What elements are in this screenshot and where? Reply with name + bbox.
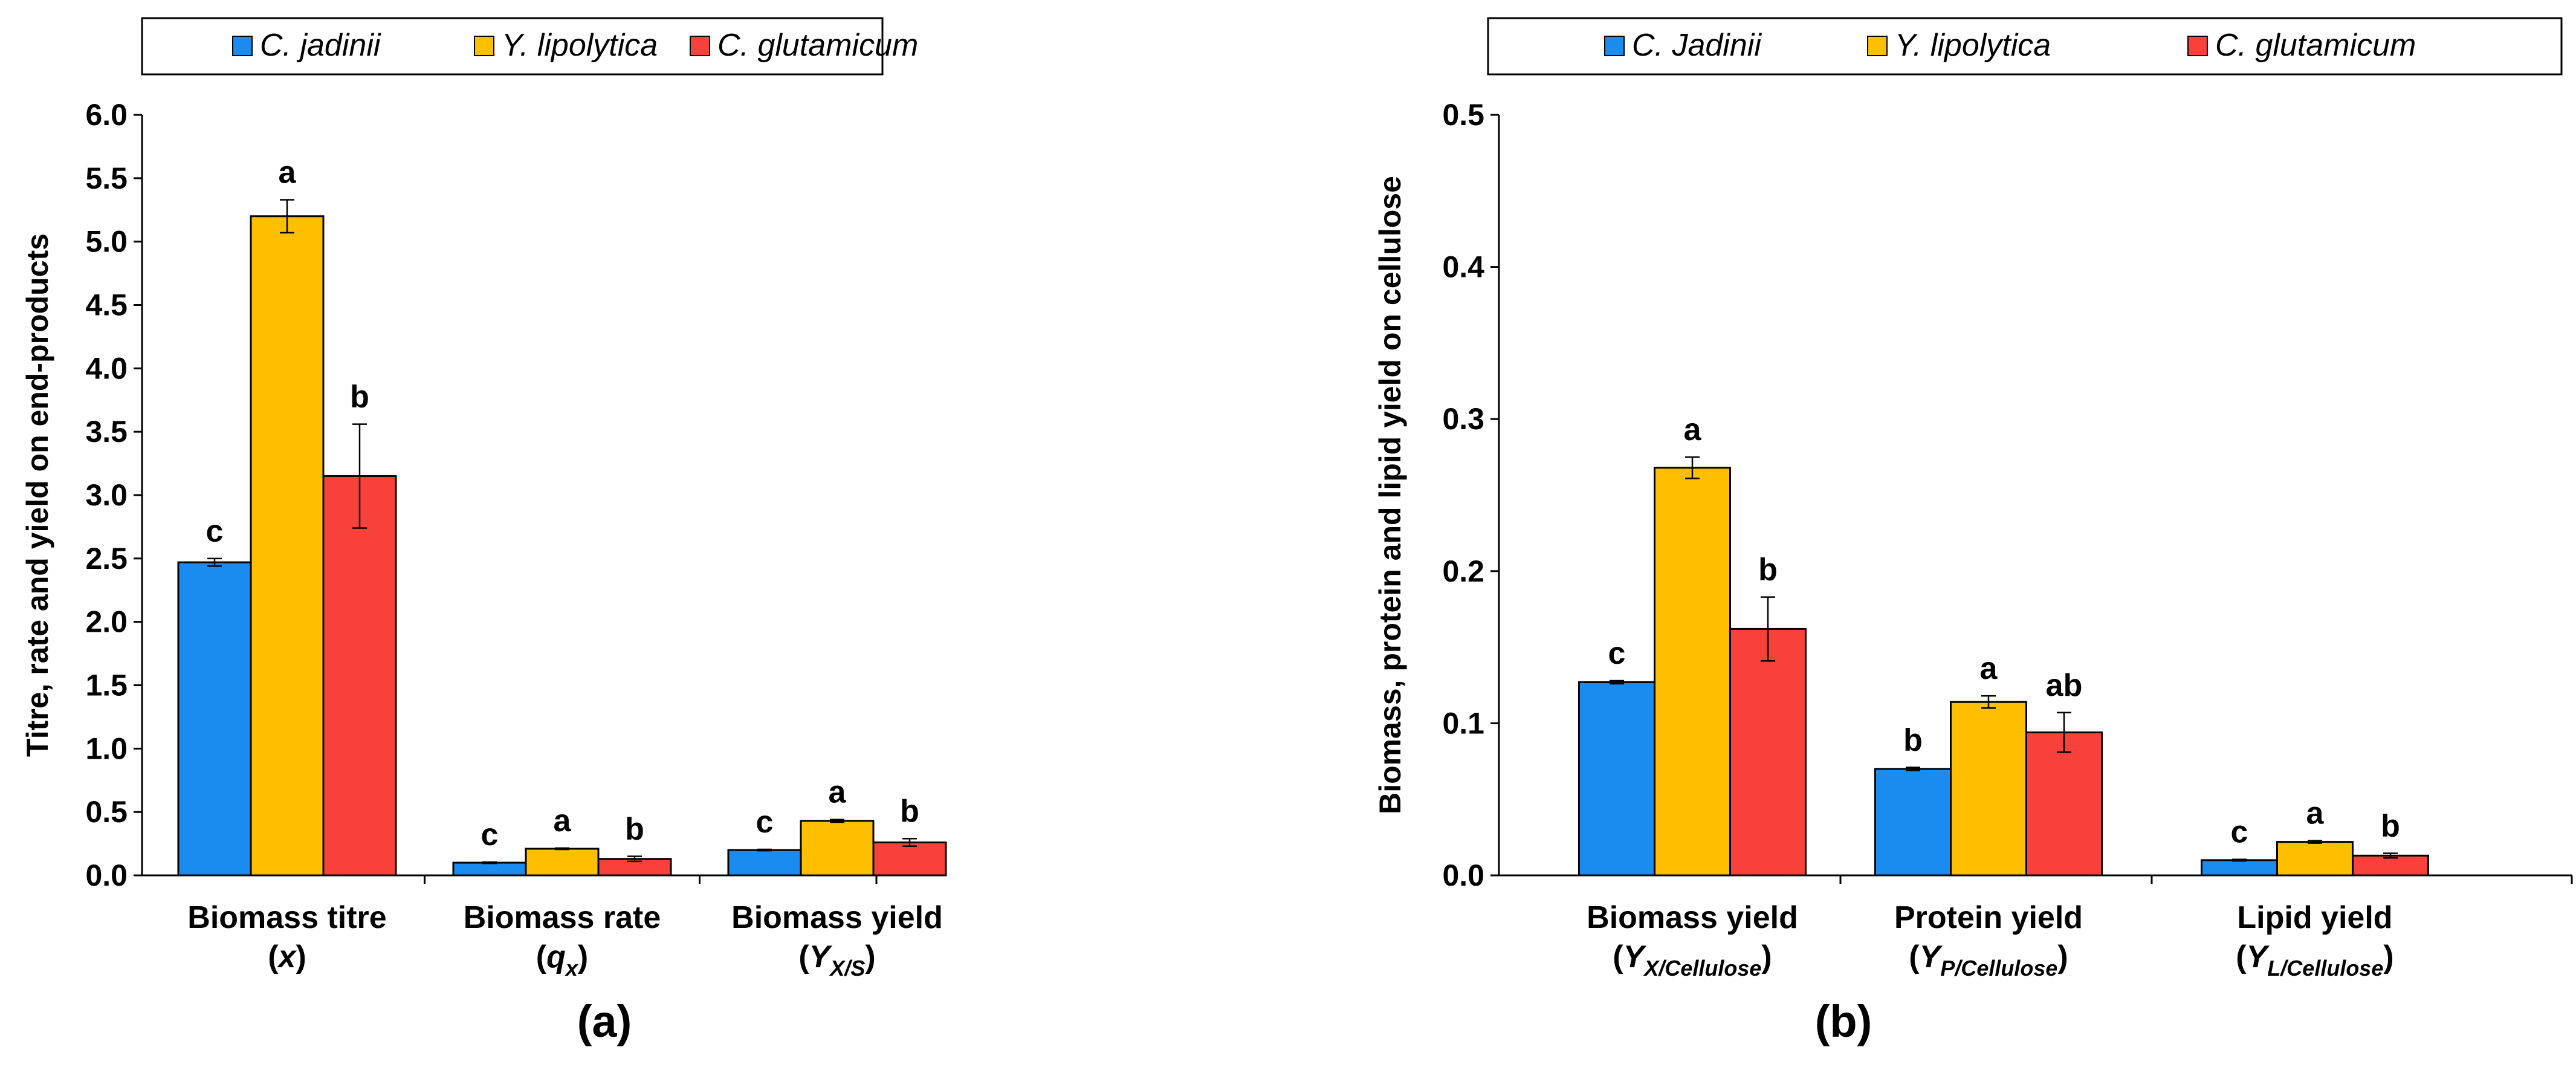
y-tick-label: 0.5 [1442,98,1484,132]
bar-c-glutamicum [2352,854,2429,877]
y-tick-label: 5.5 [85,161,128,195]
legend-label: C. Jadinii [1632,28,1762,63]
bar-y-lipolytica [250,215,325,877]
bar-c-jadinii [727,849,802,877]
significance-letter: a [554,803,572,838]
legend-swatch [232,36,253,56]
significance-letter: b [1903,722,1923,757]
legend-swatch [1604,36,1625,56]
bar-y-lipolytica [2276,841,2354,877]
bar-y-lipolytica [800,820,875,877]
legend-swatch [474,36,494,56]
legend-box [1487,17,2563,76]
category-label: Biomass rate [464,900,661,935]
legend-label: Y. lipolytica [502,28,658,63]
category-symbol: (YX/Cellulose) [1613,939,1772,981]
legend-label: C. glutamicum [2215,28,2416,63]
y-tick-label: 4.0 [85,351,128,385]
category-symbol: (qx) [536,939,588,981]
category-label: Biomass yield [731,900,943,935]
significance-letter: b [350,380,369,415]
significance-letter: a [1684,412,1702,447]
significance-letter: b [2381,809,2400,844]
significance-letter: c [1608,636,1626,671]
y-tick-label: 0.1 [1442,706,1484,740]
significance-letter: c [481,817,499,852]
panel-label: (b) [1815,996,1872,1046]
category-label: Biomass yield [1587,900,1798,935]
legend-label: C. glutamicum [717,28,918,63]
y-tick-label: 0.5 [85,795,128,829]
legend-swatch [2187,36,2208,56]
legend-label: Y. lipolytica [1895,28,2051,63]
category-label: Biomass titre [187,900,386,935]
y-tick-label: 2.5 [85,542,128,576]
legend-box [141,17,884,76]
bar-y-lipolytica [1950,701,2027,877]
y-tick-label: 4.5 [85,288,128,322]
bar-c-glutamicum [2025,731,2103,877]
significance-letter: ab [2046,668,2083,703]
category-symbol: (x) [268,939,306,975]
y-tick-label: 2.0 [85,605,128,639]
bar-c-glutamicum [872,841,947,877]
legend-swatch [1867,36,1888,56]
legend-swatch [690,36,710,56]
bar-c-jadinii [177,561,252,877]
y-tick-label: 1.0 [85,731,128,765]
y-tick-label: 5.0 [85,225,128,259]
significance-letter: a [2306,796,2325,831]
significance-letter: a [279,155,297,190]
legend-label: C. jadinii [260,28,381,63]
y-tick-label: 1.5 [85,669,128,702]
category-symbol: (YL/Cellulose) [2236,939,2393,981]
y-tick-label: 0.4 [1442,250,1484,284]
significance-letter: c [206,514,224,549]
panel-b-chart: C. Jadinii Y. lipolytica C. glutamicum 0.0 0… [1373,17,2573,1046]
y-axis-label: Titre, rate and yield on end-products [21,233,54,757]
bar-y-lipolytica [525,848,600,877]
significance-letter: a [1980,651,1998,686]
significance-letter: b [1758,553,1778,588]
significance-letter: a [829,775,847,810]
bar-c-glutamicum [1729,628,1807,877]
y-tick-label: 0.3 [1442,402,1484,436]
y-tick-label: 6.0 [85,98,128,132]
bar-c-jadinii [1578,681,1655,877]
category-label: Protein yield [1894,900,2083,935]
panel-label: (a) [577,996,632,1046]
y-axis-label: Biomass, protein and lipid yield on cell… [1373,176,1407,814]
category-symbol: (YP/Cellulose) [1909,939,2068,981]
significance-letter: c [756,805,774,840]
panel-a-chart: C. jadinii Y. lipolytica C. glutamicum 0.0 0… [21,17,947,1046]
y-tick-label: 3.0 [85,478,128,512]
bar-c-jadinii [2201,859,2278,877]
y-tick-label: 0.0 [1442,858,1484,892]
bar-y-lipolytica [1654,467,1731,877]
y-tick-label: 0.0 [85,858,128,892]
bar-c-jadinii [452,861,527,877]
y-tick-label: 3.5 [85,415,128,449]
y-tick-label: 0.2 [1442,554,1484,588]
bar-c-glutamicum [322,475,397,877]
significance-letter: c [2231,815,2248,850]
significance-letter: b [625,812,644,847]
category-symbol: (YX/S) [798,939,875,981]
bar-c-jadinii [1874,768,1952,877]
significance-letter: b [900,794,919,829]
category-label: Lipid yield [2237,900,2392,935]
